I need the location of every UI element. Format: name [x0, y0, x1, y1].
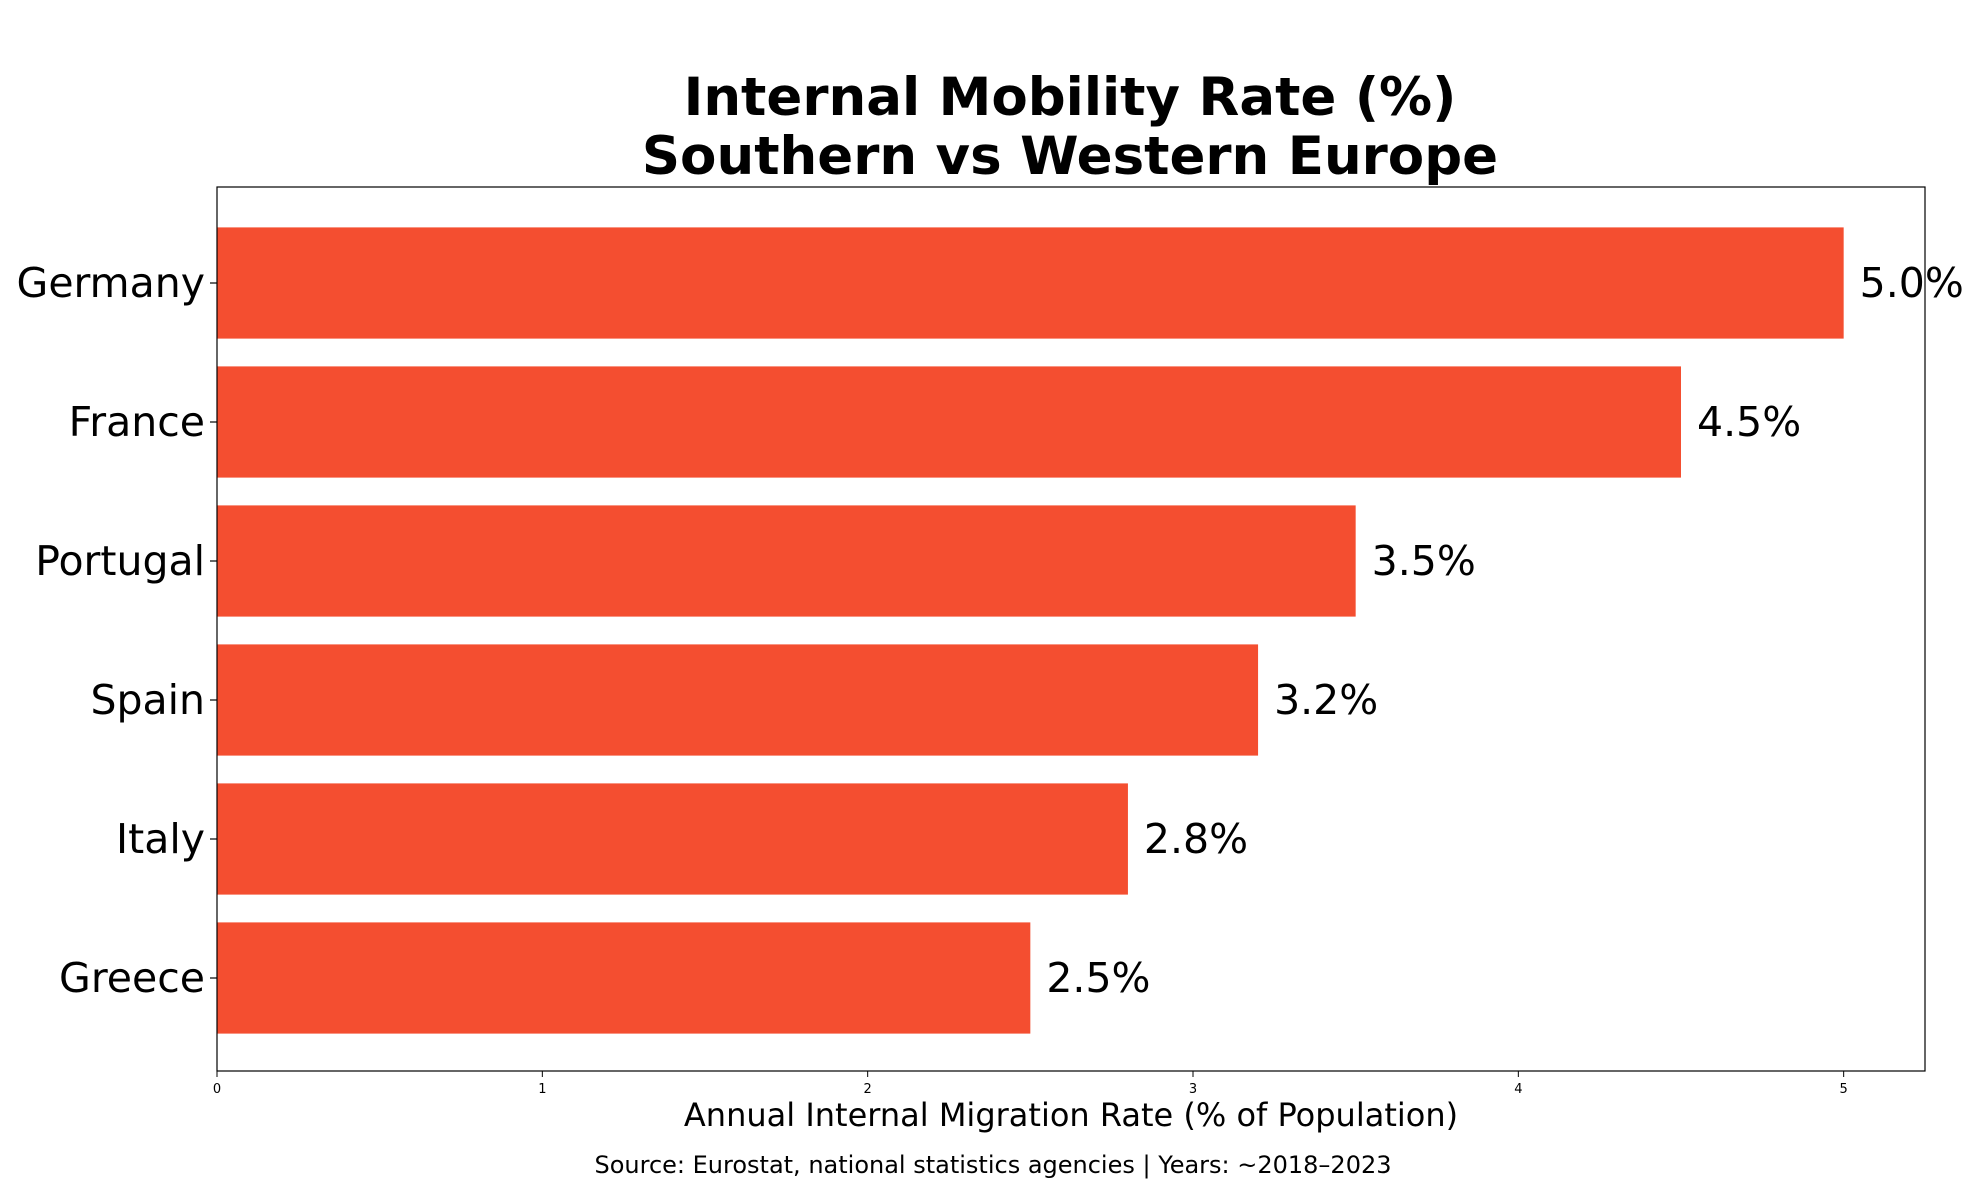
bars-group: 5.0% 4.5% 3.5% 3.2% 2.8% 2.5%	[217, 227, 1964, 1034]
x-tick-label-4: 4	[1514, 1082, 1522, 1097]
category-label-spain: Spain	[90, 676, 205, 724]
value-label-greece: 2.5%	[1046, 954, 1150, 1002]
y-axis: Germany France Portugal Spain Italy Greece	[17, 259, 217, 1002]
plot-frame	[216, 186, 1926, 1072]
category-label-greece: Greece	[59, 954, 205, 1002]
value-label-germany: 5.0%	[1860, 259, 1964, 307]
bar-germany	[217, 227, 1844, 339]
value-label-spain: 3.2%	[1274, 676, 1378, 724]
category-label-france: France	[69, 398, 205, 446]
bar-spain	[217, 644, 1259, 756]
chart-title-line-1: Internal Mobility Rate (%)	[684, 67, 1457, 128]
bar-italy	[217, 783, 1128, 895]
value-label-portugal: 3.5%	[1372, 537, 1476, 585]
value-label-italy: 2.8%	[1144, 815, 1248, 863]
x-tick-label-0: 0	[213, 1082, 221, 1097]
value-label-france: 4.5%	[1697, 398, 1801, 446]
x-tick-label-2: 2	[864, 1082, 872, 1097]
bar-portugal	[217, 505, 1356, 617]
source-note: Source: Eurostat, national statistics ag…	[594, 1151, 1391, 1179]
x-tick-label-1: 1	[538, 1082, 546, 1097]
x-axis-label: Annual Internal Migration Rate (% of Pop…	[684, 1096, 1458, 1134]
category-label-germany: Germany	[17, 259, 205, 307]
category-label-portugal: Portugal	[35, 537, 205, 585]
x-axis: 0 1 2 3 4 5	[213, 1071, 1848, 1097]
bar-greece	[217, 922, 1031, 1034]
x-tick-label-3: 3	[1189, 1082, 1197, 1097]
category-label-italy: Italy	[116, 815, 205, 863]
x-tick-label-5: 5	[1840, 1082, 1848, 1097]
bar-france	[217, 366, 1681, 478]
chart-title-line-2: Southern vs Western Europe	[642, 126, 1498, 187]
